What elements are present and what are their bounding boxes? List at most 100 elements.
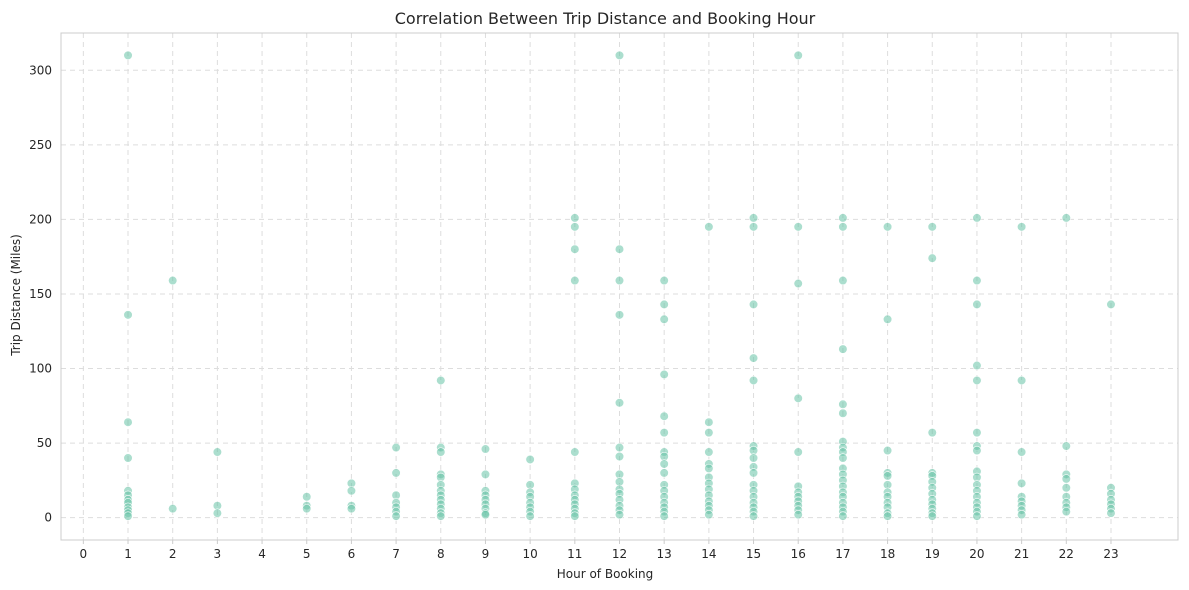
data-point xyxy=(972,275,982,286)
x-tick-label: 18 xyxy=(880,547,895,561)
data-point xyxy=(748,222,759,232)
data-point xyxy=(838,275,848,286)
data-point xyxy=(1061,474,1071,484)
data-point xyxy=(1017,447,1027,457)
data-point xyxy=(436,447,446,457)
x-tick-label: 6 xyxy=(348,547,356,561)
data-point xyxy=(838,511,848,521)
data-point xyxy=(972,360,982,371)
data-point xyxy=(659,511,669,521)
data-point xyxy=(927,428,937,438)
data-point xyxy=(704,447,714,457)
x-tick-label: 9 xyxy=(482,547,490,561)
x-tick-label: 20 xyxy=(969,547,984,561)
x-tick-label: 4 xyxy=(258,547,266,561)
data-point xyxy=(838,453,848,463)
data-point xyxy=(838,408,848,418)
data-point xyxy=(614,50,625,60)
data-points xyxy=(123,50,1116,521)
data-point xyxy=(614,451,625,462)
data-point xyxy=(882,222,893,232)
data-point xyxy=(704,510,714,520)
data-point xyxy=(748,468,759,478)
data-point xyxy=(838,399,848,409)
data-point xyxy=(525,454,535,465)
data-point xyxy=(882,314,893,324)
data-point xyxy=(659,299,669,309)
x-tick-label: 15 xyxy=(746,547,761,561)
data-point xyxy=(748,453,759,463)
data-point xyxy=(614,244,625,254)
data-point xyxy=(793,50,803,60)
data-point xyxy=(972,213,982,223)
data-point xyxy=(570,213,580,223)
data-point xyxy=(748,213,759,223)
data-point xyxy=(972,428,982,438)
data-point xyxy=(391,442,401,453)
x-tick-label: 1 xyxy=(124,547,132,561)
data-point xyxy=(838,213,848,223)
data-point xyxy=(570,511,580,521)
data-point xyxy=(570,275,580,286)
data-point xyxy=(570,222,580,232)
data-point xyxy=(1017,375,1027,386)
x-tick-label: 22 xyxy=(1059,547,1074,561)
x-tick-label: 13 xyxy=(657,547,672,561)
data-point xyxy=(123,417,133,427)
data-point xyxy=(302,504,312,514)
data-point xyxy=(659,428,669,438)
data-point xyxy=(748,299,759,309)
data-point xyxy=(793,447,803,457)
data-point xyxy=(1017,510,1027,520)
x-tick-label: 14 xyxy=(701,547,716,561)
x-tick-label: 0 xyxy=(80,547,88,561)
data-point xyxy=(659,369,669,380)
data-point xyxy=(391,468,401,478)
x-tick-label: 19 xyxy=(925,547,940,561)
grid-lines xyxy=(61,33,1178,540)
x-tick-label: 12 xyxy=(612,547,627,561)
x-tick-label: 21 xyxy=(1014,547,1029,561)
data-point xyxy=(212,508,222,518)
data-point xyxy=(793,222,803,232)
y-axis-label: Trip Distance (Miles) xyxy=(9,234,23,357)
x-tick-label: 3 xyxy=(214,547,222,561)
data-point xyxy=(704,222,714,232)
x-tick-label: 8 xyxy=(437,547,445,561)
x-tick-label: 16 xyxy=(791,547,806,561)
data-point xyxy=(168,504,178,514)
x-tick-label: 17 xyxy=(835,547,850,561)
data-point xyxy=(1061,213,1071,223)
data-point xyxy=(793,510,803,520)
data-point xyxy=(1061,507,1071,517)
data-point xyxy=(793,278,803,289)
data-point xyxy=(302,492,312,502)
data-point xyxy=(704,417,714,427)
y-tick-label: 200 xyxy=(29,212,52,226)
x-axis-label: Hour of Booking xyxy=(557,567,654,581)
data-point xyxy=(614,510,625,520)
data-point xyxy=(570,447,580,457)
data-point xyxy=(972,299,982,309)
x-tick-labels: 0 1 2 3 4 5 6 7 8 9 10 11 12 13 14 15 16 17 18 19 20 21 22 23 xyxy=(80,540,1119,561)
chart-title: Correlation Between Trip Distance and Bo… xyxy=(395,9,816,28)
data-point xyxy=(480,469,491,479)
data-point xyxy=(659,275,669,286)
data-point xyxy=(748,353,759,363)
data-point xyxy=(659,411,669,421)
y-tick-label: 250 xyxy=(29,138,52,152)
data-point xyxy=(704,463,714,474)
x-tick-label: 2 xyxy=(169,547,177,561)
data-point xyxy=(123,511,133,521)
data-point xyxy=(659,468,669,478)
y-tick-labels: 0 50 100 150 200 250 300 xyxy=(29,63,52,524)
x-tick-label: 11 xyxy=(567,547,582,561)
data-point xyxy=(882,511,893,521)
data-point xyxy=(972,445,982,456)
data-point xyxy=(212,447,222,457)
data-point xyxy=(659,459,669,469)
data-point xyxy=(1017,478,1027,488)
data-point xyxy=(525,511,535,521)
data-point xyxy=(614,310,625,320)
